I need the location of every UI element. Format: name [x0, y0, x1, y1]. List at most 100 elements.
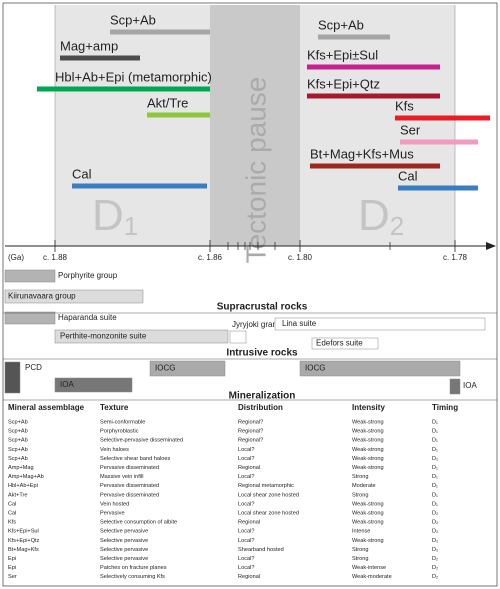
- table-cell: Pervasive disseminated: [100, 483, 159, 489]
- table-cell: D₂: [432, 574, 438, 580]
- table-cell: Regional metamorphic: [238, 483, 294, 489]
- table-cell: Cal: [8, 510, 16, 516]
- table-cell: Selectively consuming Kfs: [100, 574, 165, 580]
- table-cell: Selective pervasive: [100, 547, 148, 553]
- assemblage-bar: [307, 64, 440, 70]
- table-cell: Strong: [352, 547, 368, 553]
- table-cell: Weak-intense: [352, 565, 386, 571]
- axis-tick-label: c. 1.86: [198, 253, 223, 262]
- table-cell: D₁: [432, 474, 438, 480]
- table-cell: Selective pervasive: [100, 556, 148, 562]
- table-cell: Scp+Ab: [8, 438, 28, 444]
- table-cell: Amp+Mag+Ab: [8, 474, 44, 480]
- table-cell: Local?: [238, 456, 254, 462]
- table-cell: Amp+Mag: [8, 465, 34, 471]
- table-cell: Kfs+Epi+Qtz: [8, 538, 40, 544]
- table-cell: Regional?: [238, 429, 263, 435]
- table-cell: Semi-conformable: [100, 419, 145, 425]
- table-cell: D₁: [432, 438, 438, 444]
- assemblage-label: Akt/Tre: [147, 95, 188, 110]
- table-cell: Local shear zone hosted: [238, 510, 299, 516]
- table-cell: Vein haloes: [100, 447, 129, 453]
- unit-box: [4, 269, 56, 283]
- table-cell: Scp+Ab: [8, 447, 28, 453]
- table-cell: Local shear zone hosted: [238, 492, 299, 498]
- assemblage-bar: [310, 163, 440, 169]
- assemblage-label: Ser: [400, 122, 421, 137]
- section-title: Intrusive rocks: [226, 348, 298, 359]
- assemblage-bar: [398, 185, 478, 191]
- unit-box: [449, 378, 461, 395]
- section-title: Supracrustal rocks: [217, 302, 308, 313]
- assemblage-label: Kfs+Epi+Qtz: [307, 76, 380, 91]
- table-cell: Epi: [8, 565, 16, 571]
- table-header: Intensity: [352, 403, 385, 412]
- phase-label: D2: [358, 191, 404, 241]
- table-cell: D₂: [432, 565, 438, 571]
- table-cell: Shearband hosted: [238, 547, 284, 553]
- table-cell: D₂: [432, 529, 438, 535]
- unit-label: Kiirunavaara group: [8, 292, 76, 301]
- table-cell: Local?: [238, 565, 254, 571]
- table-cell: D₂: [432, 547, 438, 553]
- table-cell: Weak-strong: [352, 538, 384, 544]
- table-cell: Weak-moderate: [352, 574, 392, 580]
- unit-label: Perthite-monzonite suite: [60, 332, 147, 341]
- table-cell: Selective-pervasive disseminated: [100, 438, 183, 444]
- assemblage-bar: [60, 55, 140, 61]
- table-cell: D₁: [432, 447, 438, 453]
- unit-box: [4, 289, 144, 304]
- table-cell: Pervasive: [100, 510, 125, 516]
- unit-box: [229, 330, 247, 344]
- table-cell: D₁: [432, 419, 438, 425]
- table-cell: Kfs: [8, 520, 16, 526]
- table-cell: D₂: [432, 538, 438, 544]
- unit-label: IOA: [463, 381, 477, 390]
- table-cell: Weak-strong: [352, 447, 384, 453]
- unit-box: [149, 360, 226, 377]
- table-header: Mineral assemblage: [8, 403, 85, 412]
- assemblage-label: Hbl+Ab+Epi (metamorphic): [55, 69, 212, 84]
- table-cell: Local?: [238, 529, 254, 535]
- assemblage-bar: [147, 112, 210, 118]
- axis-unit: (Ga): [8, 253, 24, 262]
- table-cell: Weak-strong: [352, 465, 384, 471]
- assemblage-label: Mag+amp: [60, 38, 118, 53]
- table-cell: Vein hosted: [100, 501, 129, 507]
- table-cell: D₁: [432, 429, 438, 435]
- assemblage-label: Kfs+Epi±Sul: [307, 47, 378, 62]
- unit-label: IOCG: [305, 364, 325, 373]
- table-cell: Ser: [8, 574, 17, 580]
- table-cell: D₁: [432, 501, 438, 507]
- table-cell: Moderate: [352, 483, 376, 489]
- table-cell: Scp+Ab: [8, 419, 28, 425]
- table-cell: Selective shear band haloes: [100, 456, 170, 462]
- unit-box: [4, 361, 21, 394]
- table-cell: Regional?: [238, 438, 263, 444]
- unit-label: Haparanda suite: [58, 313, 117, 322]
- assemblage-bar: [72, 183, 207, 189]
- table-cell: Weak-strong: [352, 429, 384, 435]
- table-cell: Bt+Mag+Kfs: [8, 547, 39, 553]
- table-cell: Pervasive disseminated: [100, 465, 159, 471]
- unit-label: Porphyrite group: [58, 271, 118, 280]
- table-cell: D₁: [432, 483, 438, 489]
- table-cell: Strong: [352, 474, 368, 480]
- table-cell: Weak-strong: [352, 456, 384, 462]
- table-header: Distribution: [238, 403, 283, 412]
- table-cell: Selective consumption of albite: [100, 520, 177, 526]
- phase-label: D1: [92, 191, 138, 241]
- table-cell: Selective pervasive: [100, 529, 148, 535]
- table-cell: Selective pervasive: [100, 538, 148, 544]
- table-cell: Cal: [8, 501, 16, 507]
- axis-tick-label: c. 1.78: [443, 253, 468, 262]
- table-cell: Patches on fracture planes: [100, 565, 167, 571]
- table-cell: Pervasive disseminated: [100, 492, 159, 498]
- axis-tick-label: c. 1.88: [43, 253, 68, 262]
- assemblage-label: Bt+Mag+Kfs+Mus: [310, 146, 414, 161]
- table-cell: D₁: [432, 465, 438, 471]
- table-cell: Local?: [238, 538, 254, 544]
- assemblage-bar: [395, 115, 490, 121]
